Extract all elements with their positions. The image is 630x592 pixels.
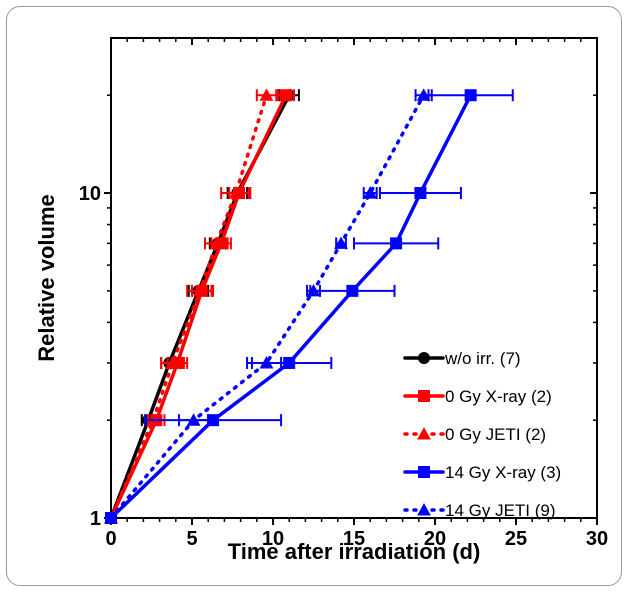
legend-item: 14 Gy JETI (9) — [403, 501, 556, 520]
series-line — [109, 93, 426, 520]
data-point — [363, 186, 378, 199]
data-point — [334, 236, 348, 249]
data-point — [193, 283, 207, 297]
legend-item: w/o irr. (7) — [403, 349, 521, 368]
x-tick-label: 25 — [505, 528, 527, 550]
data-point — [283, 356, 296, 369]
series-0 — [105, 89, 300, 524]
x-tick-label: 15 — [343, 528, 365, 550]
x-tick-label: 30 — [586, 528, 608, 550]
data-point — [104, 511, 118, 524]
legend-marker — [418, 466, 430, 478]
series-2 — [104, 88, 278, 524]
data-point — [416, 88, 431, 101]
data-point — [306, 283, 321, 297]
legend-label: 14 Gy X-ray (3) — [445, 463, 561, 482]
legend-marker — [417, 427, 431, 440]
data-point — [228, 186, 243, 199]
legend-marker — [417, 503, 431, 516]
tick-labels: 0 5 10 15 20 25 30 1 10 — [79, 183, 608, 550]
x-tick-label: 20 — [424, 528, 446, 550]
legend-label: 14 Gy JETI (9) — [445, 501, 556, 520]
series-4 — [104, 88, 433, 524]
legend-label: 0 Gy JETI (2) — [445, 425, 546, 444]
data-point — [390, 237, 403, 250]
data-point — [259, 356, 274, 369]
series-line — [109, 93, 288, 520]
x-axis-title: Time after irradiation (d) — [228, 539, 481, 564]
legend-marker — [418, 352, 430, 364]
data-point — [279, 89, 292, 102]
y-tick-label: 1 — [90, 508, 101, 530]
data-point — [464, 89, 477, 102]
legend-item: 0 Gy JETI (2) — [403, 425, 546, 444]
legend: w/o irr. (7) 0 Gy X-ray (2) 0 Gy JETI (2) 1… — [403, 349, 561, 520]
x-tick-label: 5 — [186, 528, 197, 550]
axes — [104, 37, 598, 525]
legend-label: 0 Gy X-ray (2) — [445, 387, 552, 406]
data-point — [186, 413, 201, 426]
data-point — [209, 236, 224, 249]
x-tick-label: 10 — [262, 528, 284, 550]
series-line — [109, 93, 291, 520]
series-layer — [104, 88, 514, 524]
legend-item: 0 Gy X-ray (2) — [403, 387, 552, 406]
series-3 — [105, 89, 514, 524]
y-axis-title: Relative volume — [34, 194, 59, 362]
legend-label: w/o irr. (7) — [444, 349, 521, 368]
data-point — [259, 88, 274, 101]
data-point — [414, 187, 427, 200]
x-tick-label: 0 — [105, 528, 116, 550]
y-tick-label: 10 — [79, 183, 101, 205]
figure-frame — [6, 6, 622, 586]
data-point — [207, 414, 220, 427]
legend-marker — [418, 390, 430, 402]
legend-item: 14 Gy X-ray (3) — [403, 463, 561, 482]
data-point — [165, 356, 180, 369]
data-point — [346, 284, 359, 297]
